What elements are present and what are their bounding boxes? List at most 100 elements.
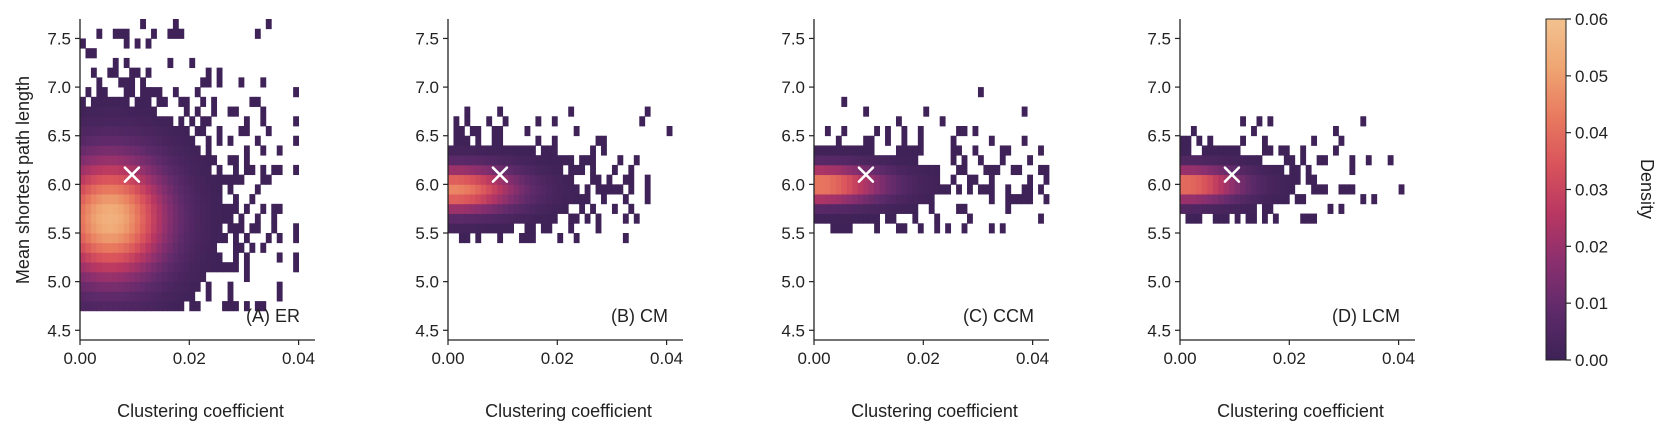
heatmap-cell (890, 194, 897, 205)
heatmap-cell (448, 155, 454, 166)
heatmap-cell (1223, 213, 1230, 224)
heatmap-cell (205, 223, 212, 234)
heatmap-cell (85, 281, 92, 292)
heatmap-cell (101, 213, 108, 224)
heatmap-cell (617, 184, 624, 195)
x-axis-label: Clustering coefficient (117, 401, 284, 421)
heatmap-cell (80, 155, 86, 166)
heatmap-cell (1283, 145, 1290, 156)
heatmap-cell (1256, 184, 1263, 195)
heatmap-cell (1010, 164, 1017, 176)
heatmap-cell (85, 203, 92, 214)
heatmap-cell (863, 184, 870, 195)
heatmap-cell (249, 194, 256, 205)
heatmap-cell (222, 213, 228, 224)
heatmap-cell (1305, 213, 1312, 224)
heatmap-cell (540, 145, 547, 156)
heatmap-cell (1234, 213, 1241, 224)
heatmap-cell (486, 145, 493, 156)
heatmap-cell (1043, 194, 1050, 205)
heatmap-cell (464, 233, 471, 244)
heatmap-cell (140, 223, 146, 234)
heatmap-cell (497, 174, 504, 185)
heatmap-cell (529, 213, 536, 224)
heatmap-cell (1223, 194, 1230, 205)
heatmap-cell (167, 126, 174, 137)
heatmap-cell (546, 155, 553, 166)
y-tick-label: 6.5 (781, 127, 805, 146)
heatmap-cell (167, 233, 174, 244)
heatmap-cell (112, 96, 119, 107)
colorbar: 0.00 0.01 0.02 0.03 0.04 0.05 0.06 Density (1545, 10, 1657, 370)
heatmap-cell (85, 291, 92, 302)
heatmap-cell (917, 135, 924, 146)
heatmap-cell (529, 155, 536, 166)
heatmap-cell (227, 174, 234, 185)
heatmap-cell (151, 242, 157, 253)
heatmap-cell (1311, 135, 1318, 146)
panel-label: (C) CCM (963, 306, 1034, 326)
heatmap-cell (216, 203, 223, 214)
heatmap-cell (85, 223, 92, 234)
heatmap-cell (863, 213, 870, 224)
heatmap-cell (551, 203, 558, 214)
heatmap-cell (1305, 174, 1312, 185)
heatmap-cell (140, 77, 146, 88)
heatmap-cell (885, 213, 891, 224)
y-tick-label: 7.5 (1147, 29, 1171, 48)
heatmap-cell (857, 194, 864, 205)
heatmap-cell (814, 203, 820, 214)
heatmap-cell (464, 184, 471, 195)
heatmap-cell (90, 48, 97, 59)
heatmap-cell (573, 184, 580, 195)
y-tick-label: 5.0 (781, 273, 805, 292)
heatmap-cell (1190, 184, 1197, 195)
heatmap-cell (101, 242, 108, 253)
heatmap-cell (1212, 203, 1219, 214)
heatmap-cell (469, 145, 476, 156)
heatmap-cell (205, 281, 212, 292)
heatmap-cell (260, 203, 267, 214)
heatmap-cell (1240, 164, 1246, 176)
heatmap-cell (96, 233, 103, 244)
heatmap-cell (80, 164, 86, 176)
heatmap-cell (480, 203, 487, 214)
heatmap-cell (161, 164, 168, 176)
heatmap-cell (85, 135, 92, 146)
heatmap-cell (183, 126, 190, 137)
heatmap-cell (134, 291, 141, 302)
x-axis-label: Clustering coefficient (851, 401, 1018, 421)
heatmap-cell (85, 262, 92, 273)
heatmap-cell (90, 106, 97, 117)
heatmap-cell (96, 28, 103, 39)
heatmap-cell (80, 174, 86, 185)
heatmap-cell (458, 213, 465, 224)
heatmap-cell (814, 194, 820, 205)
heatmap-cell (1185, 203, 1192, 214)
heatmap-cells (80, 19, 300, 312)
heatmap-cell (151, 281, 157, 292)
heatmap-cell (233, 242, 239, 253)
heatmap-cell (1201, 184, 1208, 195)
heatmap-cell (227, 301, 234, 312)
heatmap-cell (890, 213, 897, 224)
heatmap-cell (80, 301, 86, 312)
heatmap-cell (912, 184, 919, 195)
heatmap-cell (546, 145, 553, 156)
heatmap-cell (874, 223, 880, 234)
heatmap-cell (486, 164, 493, 176)
heatmap-cell (96, 271, 103, 283)
heatmap-cell (1196, 174, 1203, 185)
heatmap-cell (183, 223, 190, 234)
heatmap-cell (101, 223, 108, 234)
heatmap-cell (107, 203, 114, 214)
heatmap-cell (80, 262, 86, 273)
heatmap-cell (167, 242, 174, 253)
heatmap-cell (167, 145, 174, 156)
heatmap-cell (835, 145, 842, 156)
heatmap-cell (1016, 194, 1023, 205)
heatmap-cell (178, 262, 185, 273)
heatmap-cell (1180, 164, 1186, 176)
heatmap-cell (145, 38, 152, 49)
heatmap-cell (101, 106, 108, 117)
